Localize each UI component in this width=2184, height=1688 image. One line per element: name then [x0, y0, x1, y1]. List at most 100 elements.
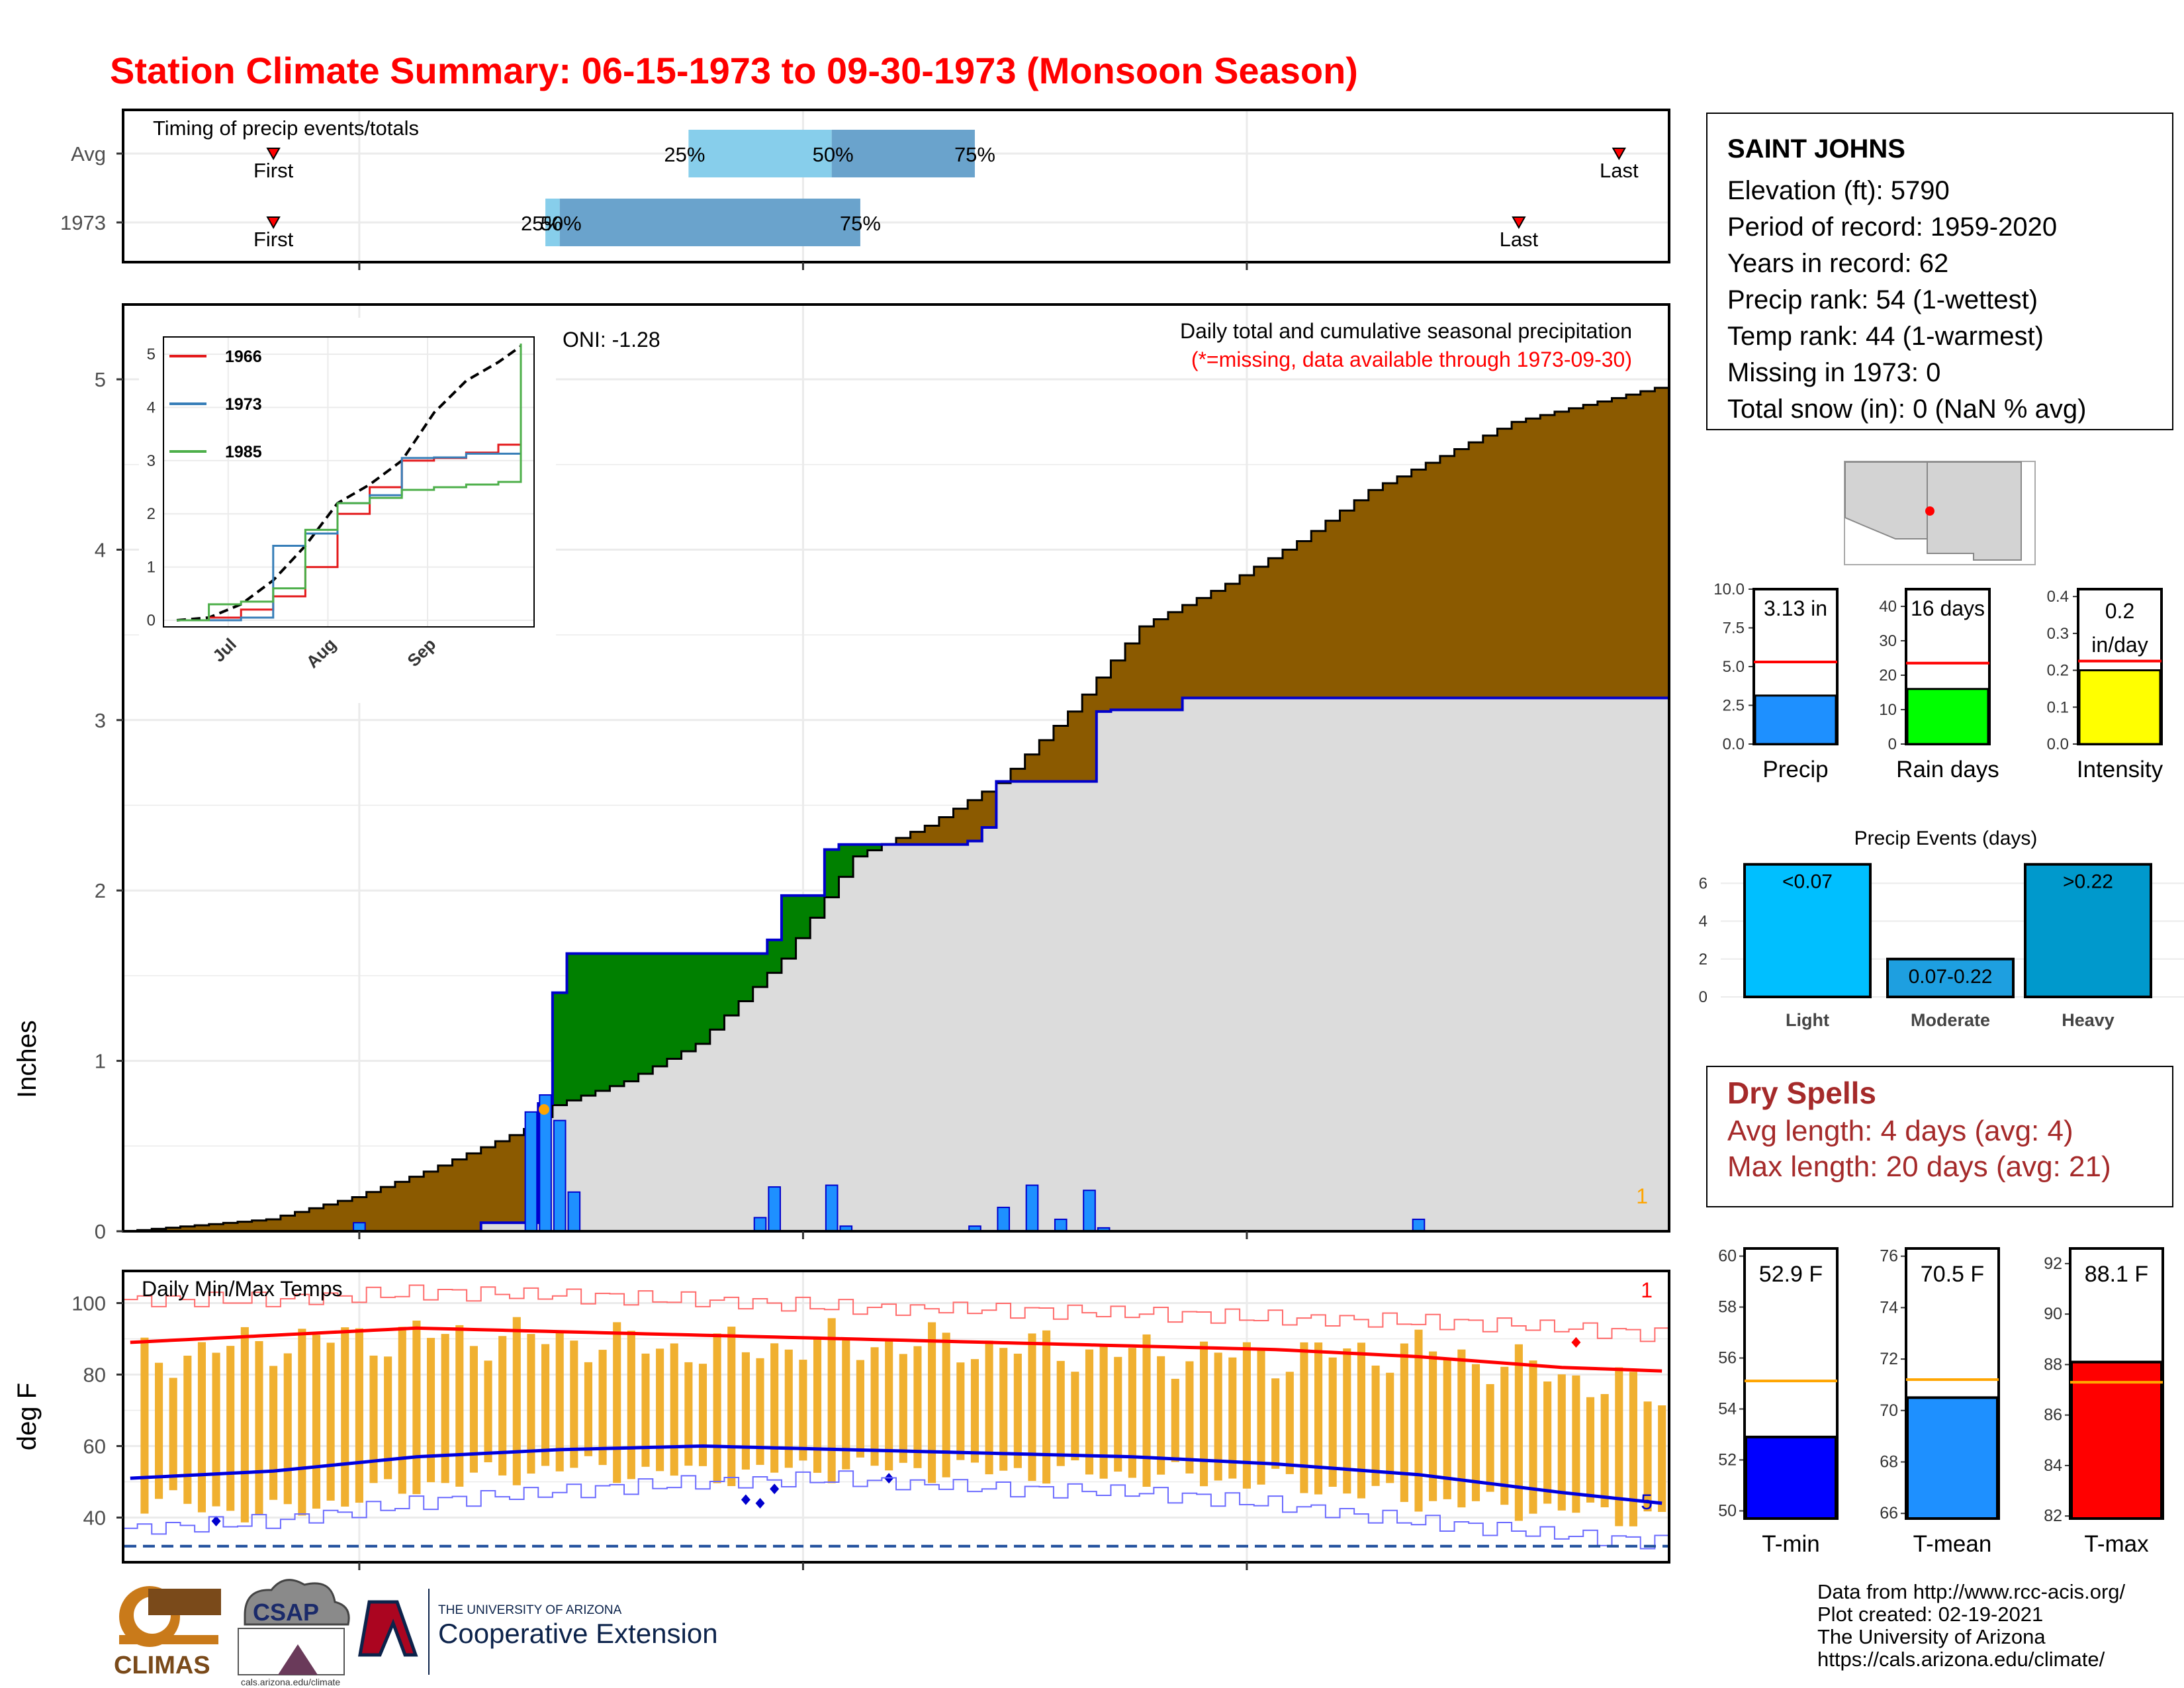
daily-temp-bar	[1328, 1357, 1337, 1487]
timing-first-marker	[266, 148, 281, 161]
daily-temp-bar	[269, 1366, 278, 1500]
precip-count-label: 1	[1636, 1184, 1648, 1208]
mini-ytick: 20	[1879, 667, 1897, 684]
credits: Data from http://www.rcc-acis.org/ Plot …	[1817, 1581, 2125, 1671]
event-bar-tag: <0.07	[1782, 871, 1833, 893]
daily-temp-bar	[641, 1353, 650, 1467]
mini-ytick: 0.4	[2047, 588, 2069, 606]
daily-temp-bar	[240, 1327, 249, 1523]
mini-value-unit: in/day	[2091, 633, 2148, 657]
inset-ytick: 3	[147, 452, 156, 470]
daily-temp-bar	[870, 1347, 879, 1466]
inset-lines	[176, 344, 522, 622]
record-marker	[741, 1494, 751, 1505]
tsum-bar-label: T-mean	[1913, 1531, 1992, 1557]
daily-temp-bar	[283, 1353, 292, 1505]
daily-precip-bar	[539, 1094, 552, 1232]
timing-box-lower	[545, 199, 560, 246]
daily-temp-bar	[1643, 1401, 1652, 1512]
inset-legend: 1966 1973 1985	[169, 348, 262, 461]
precip-ytick: 3	[95, 709, 106, 732]
credit-line: https://cals.arizona.edu/climate/	[1817, 1648, 2105, 1671]
events-ytick: 4	[1699, 913, 1707, 931]
station-line: Total snow (in): 0 (NaN % avg)	[1727, 395, 2087, 424]
tsum-ytick: 82	[2044, 1507, 2062, 1525]
precip-ytick: 1	[95, 1050, 106, 1073]
temp-range-bars	[140, 1317, 1666, 1526]
inset-avg-line	[176, 345, 522, 622]
daily-temp-bar	[656, 1348, 664, 1472]
daily-temp-bar	[627, 1331, 635, 1479]
daily-temp-bar	[928, 1322, 936, 1483]
timing-first-label: First	[253, 159, 294, 182]
timing-p50-label: 50%	[813, 143, 854, 166]
daily-temp-bar	[727, 1327, 736, 1487]
tsum-ytick: 90	[2044, 1305, 2062, 1323]
daily-temp-bar	[784, 1349, 793, 1468]
daily-temp-bar	[1371, 1365, 1380, 1486]
tsum-ytick: 88	[2044, 1355, 2062, 1374]
temp-ytick: 100	[71, 1292, 106, 1315]
daily-temp-bar	[698, 1364, 707, 1466]
tsum-value-label: 52.9 F	[1759, 1262, 1823, 1287]
daily-temp-bar	[369, 1355, 378, 1483]
mini-ytick: 40	[1879, 598, 1897, 616]
tsum-value-label: 88.1 F	[2085, 1262, 2148, 1287]
daily-temp-bar	[140, 1337, 149, 1514]
daily-temp-bar	[1028, 1333, 1036, 1481]
daily-temp-bar	[1486, 1383, 1494, 1492]
climas-wordmark: CLIMAS	[114, 1652, 210, 1679]
daily-temp-bar	[956, 1362, 965, 1460]
daily-temp-bar	[1056, 1360, 1065, 1466]
events-title: Precip Events (days)	[1854, 827, 2038, 849]
daily-temp-bar	[469, 1346, 478, 1473]
logo-strip: CLIMAS CSAP cals.arizona.edu/climate THE…	[114, 1579, 718, 1687]
daily-temp-bar	[1429, 1351, 1437, 1501]
daily-temp-bar	[813, 1337, 822, 1473]
daily-temp-bar	[770, 1343, 779, 1473]
daily-temp-bar	[1443, 1358, 1451, 1499]
tsum-bar-label: T-min	[1762, 1531, 1820, 1557]
daily-temp-bar	[1400, 1343, 1408, 1502]
daily-temp-bar	[942, 1333, 950, 1477]
station-line: Temp rank: 44 (1-warmest)	[1727, 322, 2044, 351]
max-daily-marker	[539, 1104, 549, 1115]
dry-spells-title: Dry Spells	[1727, 1076, 1876, 1110]
timing-row-label: Avg	[71, 142, 106, 165]
daily-temp-bar	[670, 1343, 678, 1476]
daily-temp-bar	[426, 1338, 435, 1483]
tsum-bar-label: T-max	[2084, 1531, 2149, 1557]
daily-temp-bar	[1242, 1342, 1251, 1489]
dry-spells-max: Max length: 20 days (avg: 21)	[1727, 1150, 2111, 1183]
temp-count-bottom: 5	[1641, 1490, 1653, 1514]
daily-temp-bar	[842, 1339, 850, 1470]
tsum-ytick: 58	[1718, 1298, 1737, 1317]
timing-box-upper	[831, 130, 975, 177]
station-info-box: SAINT JOHNS Elevation (ft): 5790 Period …	[1706, 113, 2173, 430]
tsum-bar	[1906, 1396, 1999, 1520]
station-line: Precip rank: 54 (1-wettest)	[1727, 285, 2038, 314]
daily-precip-bar	[825, 1184, 839, 1232]
daily-temp-bar	[512, 1317, 521, 1485]
month-label: Jul	[345, 1574, 373, 1575]
timing-last-marker	[1612, 148, 1627, 161]
mini-bar	[1906, 688, 1989, 745]
timing-last-marker	[1512, 216, 1526, 230]
timing-panel: Timing of precip events/totals 25% 50% 75%…	[60, 109, 1670, 270]
event-bar	[2024, 863, 2152, 998]
timing-p25-label: 25%	[664, 143, 705, 166]
daily-temp-bar	[1128, 1348, 1136, 1478]
temp-axis: 40 60 80 100 Jul Aug Sep	[71, 1292, 1265, 1576]
inset-ytick: 4	[147, 399, 156, 416]
daily-temp-bar	[913, 1346, 922, 1468]
daily-temp-bar	[1228, 1357, 1237, 1479]
temp-count-top: 1	[1641, 1278, 1653, 1302]
avg-cumulative-line	[123, 387, 1669, 1233]
daily-temp-bar	[1214, 1352, 1222, 1481]
daily-precip-bars	[353, 1094, 1426, 1233]
mini-ytick: 0.0	[2047, 735, 2069, 753]
dry-spells-box: Dry Spells Avg length: 4 days (avg: 4) M…	[1706, 1066, 2173, 1207]
temp-frame	[122, 1270, 1670, 1564]
timing-axis: Avg 1973	[60, 142, 1248, 270]
